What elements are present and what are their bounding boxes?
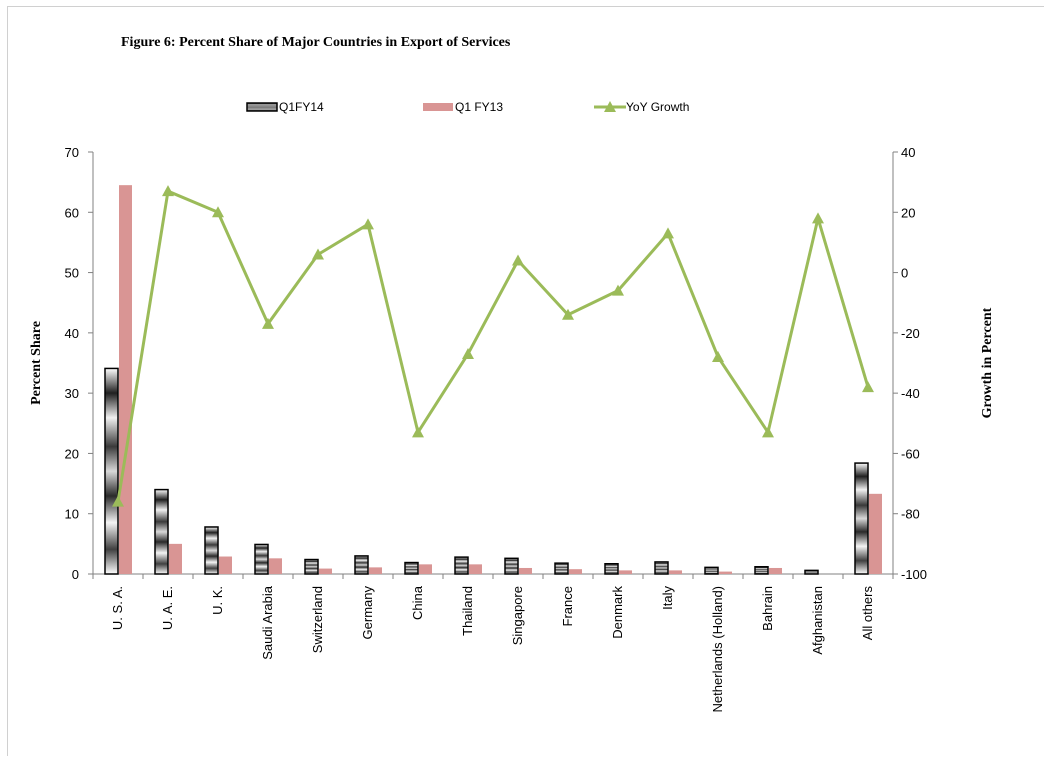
y-tick-label: 50 xyxy=(65,266,79,281)
bar-q1-fy13 xyxy=(519,567,532,574)
y2-tick-label: 40 xyxy=(901,145,915,160)
x-category-label: Italy xyxy=(660,586,675,610)
point-yoy-growth xyxy=(362,218,374,230)
y-tick-label: 30 xyxy=(65,386,79,401)
x-category-label: Denmark xyxy=(610,586,625,639)
y-tick-label: 10 xyxy=(65,507,79,522)
bar-q1-fy13 xyxy=(269,558,282,574)
x-category-label: Singapore xyxy=(510,586,525,645)
y-tick-label: 0 xyxy=(72,567,79,582)
bar-q1-fy13 xyxy=(419,564,432,574)
bar-q1-fy13 xyxy=(119,185,132,574)
bar-q1-fy13 xyxy=(469,564,482,574)
point-yoy-growth xyxy=(862,381,874,393)
legend-marker-yoy-growth xyxy=(604,101,616,112)
bar-q1fy14 xyxy=(654,561,669,575)
x-category-label: U. K. xyxy=(210,586,225,615)
bar-q1fy14 xyxy=(754,566,769,575)
y-tick-label: 40 xyxy=(65,326,79,341)
y2-tick-label: -60 xyxy=(901,446,920,461)
legend-label: Q1FY14 xyxy=(279,100,324,114)
bar-q1fy14 xyxy=(454,556,469,575)
point-yoy-growth xyxy=(762,426,774,438)
x-category-label: Bahrain xyxy=(760,586,775,631)
axes-layer xyxy=(88,151,898,579)
bar-q1fy14 xyxy=(704,566,719,575)
y2-tick-label: -40 xyxy=(901,386,920,401)
point-yoy-growth xyxy=(412,426,424,438)
point-yoy-growth xyxy=(712,350,724,362)
legend-label: Q1 FY13 xyxy=(455,100,503,114)
y-axis-title: Percent Share xyxy=(29,321,44,405)
x-category-label: France xyxy=(560,586,575,626)
bar-q1-fy13 xyxy=(169,543,182,574)
bar-q1fy14 xyxy=(204,526,219,575)
bar-q1fy14 xyxy=(554,562,569,575)
y-tick-label: 60 xyxy=(65,205,79,220)
bar-q1-fy13 xyxy=(569,569,582,574)
y-tick-label: 20 xyxy=(65,446,79,461)
legend-swatch-q1-fy13 xyxy=(423,103,453,111)
bar-q1-fy13 xyxy=(669,570,682,574)
legend-swatch-q1fy14 xyxy=(246,102,278,112)
x-category-label: Afghanistan xyxy=(810,586,825,655)
bar-q1-fy13 xyxy=(719,571,732,574)
series-line-yoy-growth xyxy=(116,189,870,502)
point-yoy-growth xyxy=(312,248,324,260)
point-yoy-growth xyxy=(112,495,124,507)
bar-q1fy14 xyxy=(854,462,869,575)
x-category-label: Saudi Arabia xyxy=(260,585,275,659)
bar-q1fy14 xyxy=(354,555,369,575)
x-category-label: China xyxy=(410,585,425,620)
bar-q1fy14 xyxy=(404,561,419,575)
bar-q1-fy13 xyxy=(869,493,882,574)
bar-q1-fy13 xyxy=(369,567,382,574)
bar-q1fy14 xyxy=(804,569,819,575)
y2-tick-label: 20 xyxy=(901,205,915,220)
bar-q1-fy13 xyxy=(219,556,232,574)
bars-layer xyxy=(104,185,882,575)
point-yoy-growth xyxy=(462,347,474,359)
point-yoy-growth xyxy=(562,308,574,320)
bar-q1-fy13 xyxy=(319,568,332,574)
y2-tick-label: -100 xyxy=(901,567,927,582)
y-tick-label: 70 xyxy=(65,145,79,160)
x-category-label: Germany xyxy=(360,586,375,640)
point-yoy-growth xyxy=(212,206,224,218)
point-yoy-growth xyxy=(512,254,524,266)
point-yoy-growth xyxy=(162,185,174,197)
y2-tick-label: 0 xyxy=(901,266,908,281)
x-category-label: Switzerland xyxy=(310,586,325,653)
bar-q1-fy13 xyxy=(769,567,782,574)
labels-layer: 0 10 20 30 40 50 60 70 -100 -80 -60 -40 -20 0 20 40 U. S… xyxy=(65,145,928,712)
x-category-label: Netherlands (Holland) xyxy=(710,586,725,712)
point-yoy-growth xyxy=(812,212,824,224)
y2-tick-label: -80 xyxy=(901,507,920,522)
legend-label: YoY Growth xyxy=(626,100,689,114)
legend: Q1FY14 Q1 FY13 YoY Growth xyxy=(246,100,689,114)
point-yoy-growth xyxy=(262,317,274,329)
x-category-label: All others xyxy=(860,586,875,641)
bar-q1fy14 xyxy=(104,367,119,575)
bar-q1fy14 xyxy=(604,563,619,575)
point-yoy-growth xyxy=(662,227,674,239)
y2-axis-title: Growth in Percent xyxy=(980,307,995,418)
bar-q1-fy13 xyxy=(619,570,632,574)
bar-q1fy14 xyxy=(304,558,319,575)
y2-tick-label: -20 xyxy=(901,326,920,341)
chart-title: Figure 6: Percent Share of Major Countri… xyxy=(121,35,511,50)
chart-frame xyxy=(7,6,1044,756)
x-category-label: U. A. E. xyxy=(160,586,175,630)
x-category-label: U. S. A. xyxy=(110,586,125,630)
point-yoy-growth xyxy=(612,284,624,296)
x-category-label: Thailand xyxy=(460,586,475,636)
bar-q1fy14 xyxy=(154,488,169,575)
line-layer xyxy=(112,185,874,507)
bar-q1fy14 xyxy=(254,543,269,575)
bar-q1fy14 xyxy=(504,557,519,575)
